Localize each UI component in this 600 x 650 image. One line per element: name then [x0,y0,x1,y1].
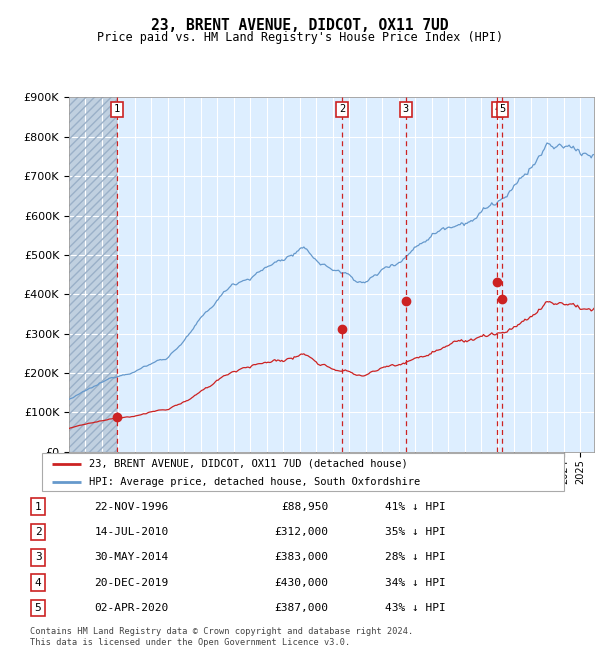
Text: 35% ↓ HPI: 35% ↓ HPI [385,527,446,537]
Text: 2: 2 [35,527,41,537]
Text: 2: 2 [339,104,345,114]
Text: 23, BRENT AVENUE, DIDCOT, OX11 7UD: 23, BRENT AVENUE, DIDCOT, OX11 7UD [151,18,449,33]
Text: HPI: Average price, detached house, South Oxfordshire: HPI: Average price, detached house, Sout… [89,476,420,487]
Text: 3: 3 [35,552,41,562]
Text: 4: 4 [494,104,500,114]
Text: £312,000: £312,000 [275,527,329,537]
Bar [69,98,117,452]
Text: 5: 5 [35,603,41,613]
Text: 22-NOV-1996: 22-NOV-1996 [95,502,169,512]
Text: 23, BRENT AVENUE, DIDCOT, OX11 7UD (detached house): 23, BRENT AVENUE, DIDCOT, OX11 7UD (deta… [89,459,408,469]
Text: £430,000: £430,000 [275,578,329,588]
Text: 14-JUL-2010: 14-JUL-2010 [95,527,169,537]
Text: 5: 5 [499,104,505,114]
Text: £383,000: £383,000 [275,552,329,562]
Text: Contains HM Land Registry data © Crown copyright and database right 2024.
This d: Contains HM Land Registry data © Crown c… [30,627,413,647]
Text: 1: 1 [114,104,120,114]
Text: 43% ↓ HPI: 43% ↓ HPI [385,603,446,613]
Text: 4: 4 [35,578,41,588]
Bar [69,98,117,452]
Text: Price paid vs. HM Land Registry's House Price Index (HPI): Price paid vs. HM Land Registry's House … [97,31,503,44]
Text: £88,950: £88,950 [281,502,329,512]
FancyBboxPatch shape [42,453,564,491]
Text: 30-MAY-2014: 30-MAY-2014 [95,552,169,562]
Text: 1: 1 [35,502,41,512]
Text: 41% ↓ HPI: 41% ↓ HPI [385,502,446,512]
Text: 3: 3 [403,104,409,114]
Text: 34% ↓ HPI: 34% ↓ HPI [385,578,446,588]
Text: 20-DEC-2019: 20-DEC-2019 [95,578,169,588]
Text: 02-APR-2020: 02-APR-2020 [95,603,169,613]
Text: £387,000: £387,000 [275,603,329,613]
Text: 28% ↓ HPI: 28% ↓ HPI [385,552,446,562]
